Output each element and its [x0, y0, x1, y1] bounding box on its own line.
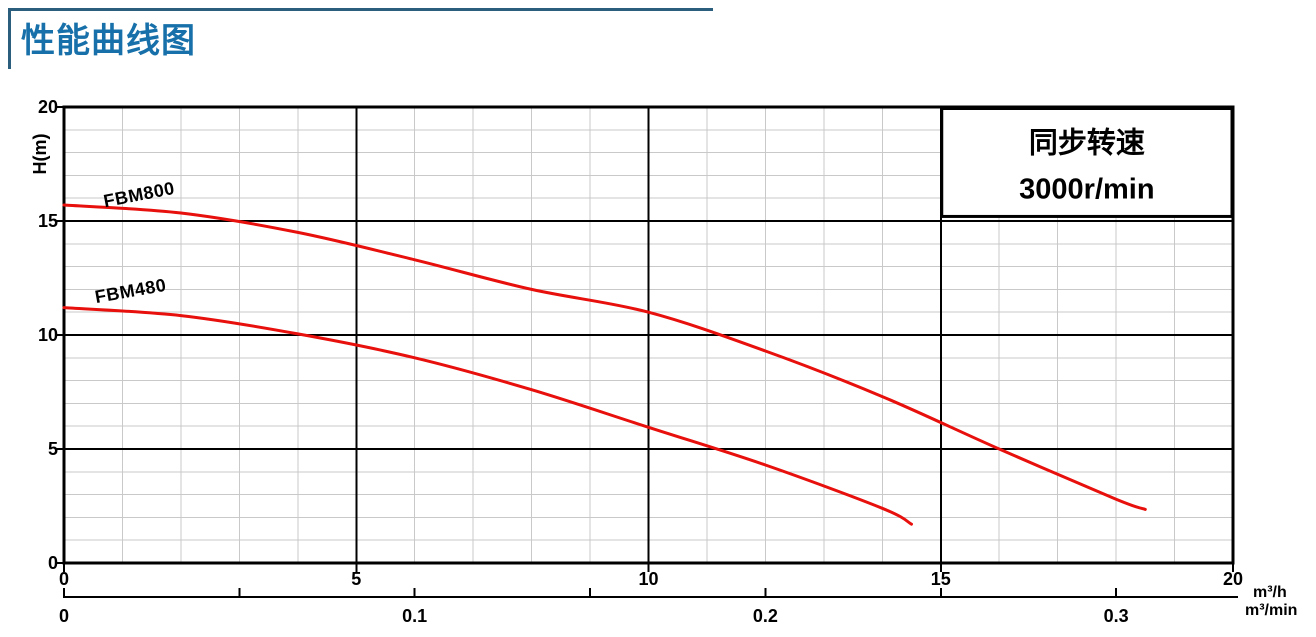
annotation-line2: 3000r/min [1019, 174, 1154, 206]
x-axis-secondary-unit: m³/min [1245, 602, 1297, 619]
x-axis-tick-label: 10 [638, 569, 658, 589]
curve-FBM800: FBM800 [62, 178, 1147, 511]
y-axis-tick-label: 10 [38, 325, 58, 345]
x-axis-primary-ticks [63, 563, 1234, 572]
curve-line-FBM480 [62, 306, 913, 526]
x-axis-tick-label: 20 [1223, 569, 1243, 589]
y-axis-ticks [56, 106, 64, 564]
x-axis-secondary-label: 0.3 [1104, 606, 1129, 626]
header-left-rule [8, 8, 11, 69]
y-axis-labels: 0 5 10 15 20 [38, 97, 58, 573]
x-axis-secondary-label: 0.2 [753, 606, 778, 626]
x-axis-secondary-label: 0 [59, 606, 69, 626]
x-axis-primary-unit: m³/h [1253, 584, 1287, 601]
x-axis-primary-labels: 0 5 10 15 20 [59, 569, 1243, 589]
annotation-box-rect [940, 107, 1234, 218]
y-axis-tick-label: 15 [38, 211, 58, 231]
header-top-rule [8, 8, 713, 11]
x-axis-secondary: 0 0.1 0.2 0.3 [59, 588, 1238, 626]
x-axis-secondary-label: 0.1 [402, 606, 427, 626]
curve-label-FBM480: FBM480 [93, 275, 167, 307]
page-title: 性能曲线图 [21, 22, 196, 60]
x-axis-tick-label: 5 [351, 569, 361, 589]
y-axis-tick-label: 5 [48, 439, 58, 459]
annotation-line1: 同步转速 [1029, 127, 1145, 160]
annotation-box: 同步转速 3000r/min [940, 107, 1234, 218]
y-axis-title: H(m) [30, 134, 50, 175]
curve-line-FBM800 [62, 203, 1147, 511]
x-axis-tick-label: 0 [59, 569, 69, 589]
y-axis-tick-label: 20 [38, 97, 58, 117]
curve-label-FBM800: FBM800 [102, 178, 177, 211]
x-axis-tick-label: 15 [931, 569, 951, 589]
y-axis-tick-label: 0 [48, 553, 58, 573]
